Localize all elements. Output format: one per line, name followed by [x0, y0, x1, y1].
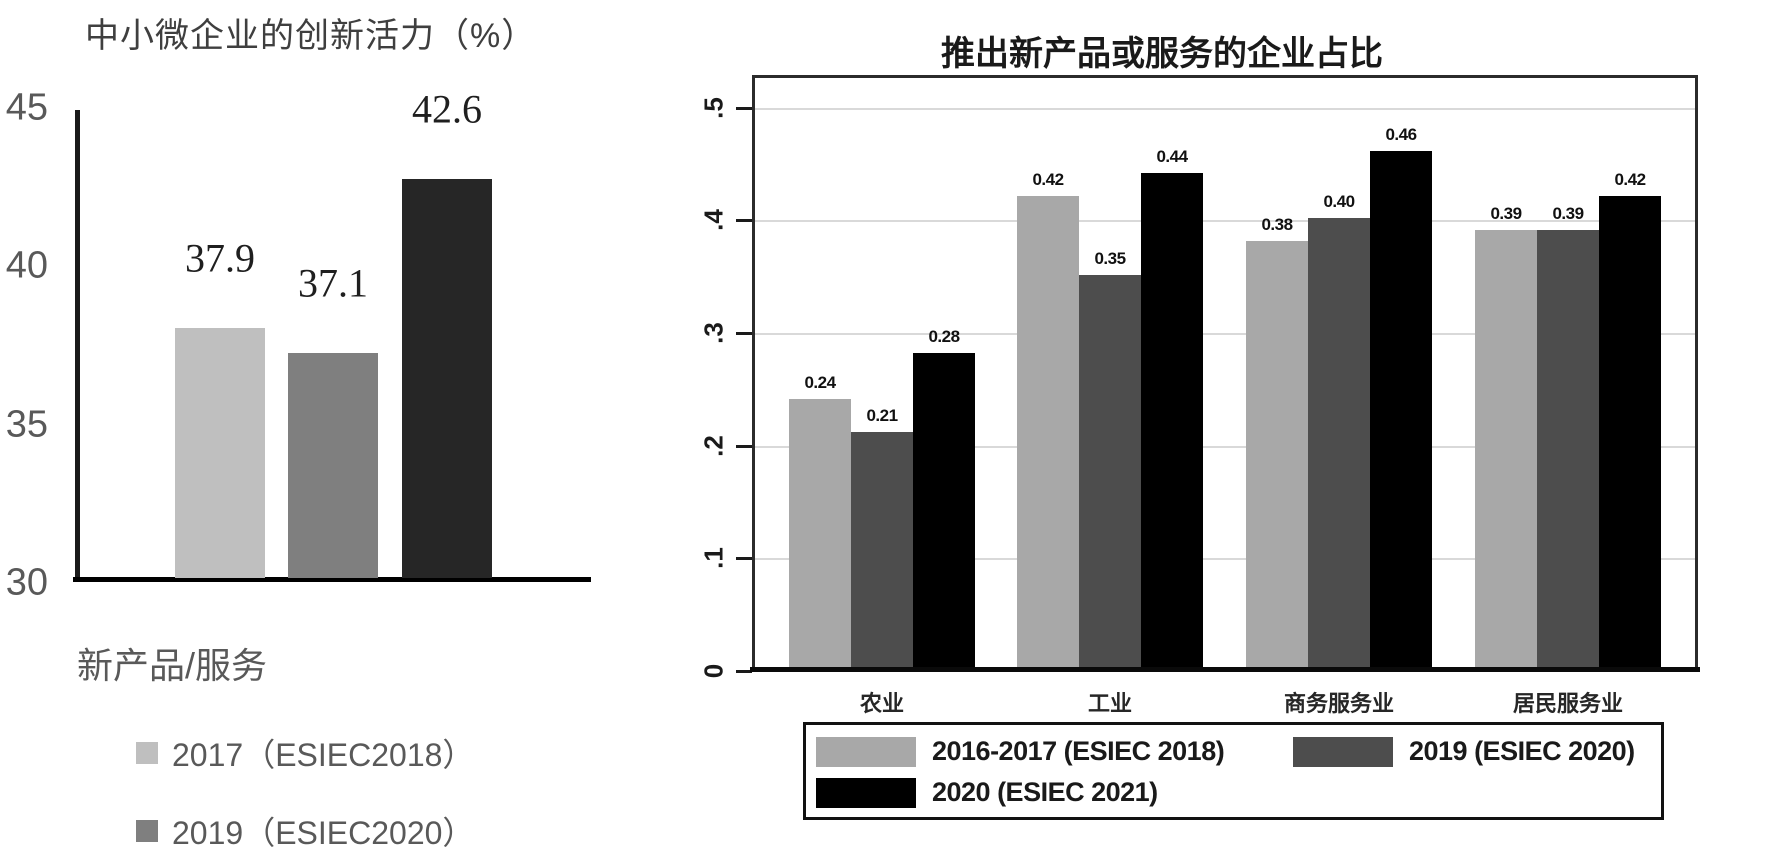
y-axis-tick — [736, 444, 752, 448]
y-axis-tick-label: 45 — [5, 86, 48, 129]
y-axis-tick-label: .1 — [698, 547, 729, 570]
bar — [1308, 218, 1370, 669]
bar — [1246, 240, 1308, 669]
right-legend-item-2020: 2019 (ESIEC 2020) — [1293, 736, 1635, 767]
bar-value-label: 0.42 — [1032, 169, 1064, 189]
legend-label-esiec2020: 2019 (ESIEC 2020) — [1409, 736, 1635, 766]
y-axis-tick — [736, 557, 752, 561]
left-chart-x-axis-line — [73, 577, 591, 582]
y-axis-tick-label: 0 — [698, 663, 729, 679]
left-legend-item-2017: 2017（ESIEC2018） — [136, 730, 474, 776]
legend-swatch-esiec2018 — [816, 736, 916, 767]
bar-value-label: 37.1 — [298, 260, 368, 306]
bar — [1537, 229, 1599, 669]
left-legend-item-2019: 2019（ESIEC2020） — [136, 808, 474, 854]
y-axis-tick — [736, 106, 752, 110]
left-chart-title: 中小微企业的创新活力（%） — [85, 17, 537, 55]
bar-value-label: 0.38 — [1261, 214, 1293, 234]
legend-label-2017: 2017（ESIEC2018） — [172, 737, 475, 773]
grid-line — [755, 445, 1695, 448]
left-chart-x-label: 新产品/服务 — [77, 645, 268, 686]
right-legend-item-2018: 2016-2017 (ESIEC 2018) — [816, 736, 1225, 767]
grid-line — [755, 332, 1695, 335]
y-axis-tick-label: 35 — [5, 403, 48, 446]
bar — [288, 353, 378, 578]
bar-value-label: 0.21 — [866, 406, 898, 426]
bar-value-label: 0.28 — [928, 327, 960, 347]
category-label: 居民服务业 — [1512, 691, 1624, 716]
legend-swatch-esiec2020 — [1293, 736, 1393, 767]
left-chart-y-axis-line — [75, 110, 80, 582]
right-chart-legend: 2016-2017 (ESIEC 2018) 2019 (ESIEC 2020)… — [803, 722, 1664, 820]
right-chart-x-axis-line — [750, 667, 1700, 672]
grid-line — [755, 558, 1695, 561]
right-legend-item-2021: 2020 (ESIEC 2021) — [816, 777, 1158, 808]
y-axis-tick-label: .3 — [698, 322, 729, 344]
bar — [851, 432, 913, 669]
legend-swatch-2017 — [136, 742, 158, 764]
bar — [1599, 195, 1661, 669]
bar-value-label: 0.44 — [1156, 147, 1188, 167]
grid-line — [755, 107, 1695, 110]
bar-value-label: 37.9 — [185, 235, 255, 281]
bar-value-label: 0.46 — [1385, 124, 1417, 144]
bar-value-label: 42.6 — [412, 86, 482, 132]
bar — [1475, 229, 1537, 669]
bar — [402, 179, 492, 578]
legend-label-2019: 2019（ESIEC2020） — [172, 815, 475, 851]
y-axis-tick-label: 30 — [5, 561, 48, 604]
bar — [1017, 195, 1079, 669]
bar-value-label: 0.35 — [1094, 248, 1126, 268]
y-axis-tick — [736, 670, 752, 673]
right-chart-title: 推出新产品或服务的企业占比 — [941, 35, 1383, 73]
legend-label-esiec2021: 2020 (ESIEC 2021) — [932, 777, 1158, 807]
bar-value-label: 0.40 — [1323, 192, 1355, 212]
category-label: 工业 — [1087, 691, 1133, 716]
y-axis-tick — [736, 219, 752, 223]
legend-swatch-2019 — [136, 820, 158, 842]
bar — [1079, 274, 1141, 669]
bar — [789, 398, 851, 669]
bar-value-label: 0.39 — [1490, 203, 1522, 223]
bar — [175, 327, 265, 578]
legend-label-esiec2018: 2016-2017 (ESIEC 2018) — [932, 736, 1225, 766]
bar-value-label: 0.42 — [1614, 169, 1646, 189]
y-axis-tick — [736, 331, 752, 335]
y-axis-tick-label: 40 — [5, 244, 48, 287]
legend-swatch-esiec2021 — [816, 777, 916, 808]
bar-value-label: 0.39 — [1552, 203, 1584, 223]
category-label: 商务服务业 — [1283, 691, 1395, 716]
y-axis-tick-label: .2 — [698, 434, 729, 457]
bar — [913, 353, 975, 669]
bar — [1370, 150, 1432, 669]
bar — [1141, 173, 1203, 669]
y-axis-tick-label: .4 — [698, 209, 729, 232]
y-axis-tick-label: .5 — [698, 96, 729, 119]
category-label: 农业 — [859, 691, 905, 716]
grid-line — [755, 220, 1695, 223]
bar-value-label: 0.24 — [804, 372, 836, 392]
